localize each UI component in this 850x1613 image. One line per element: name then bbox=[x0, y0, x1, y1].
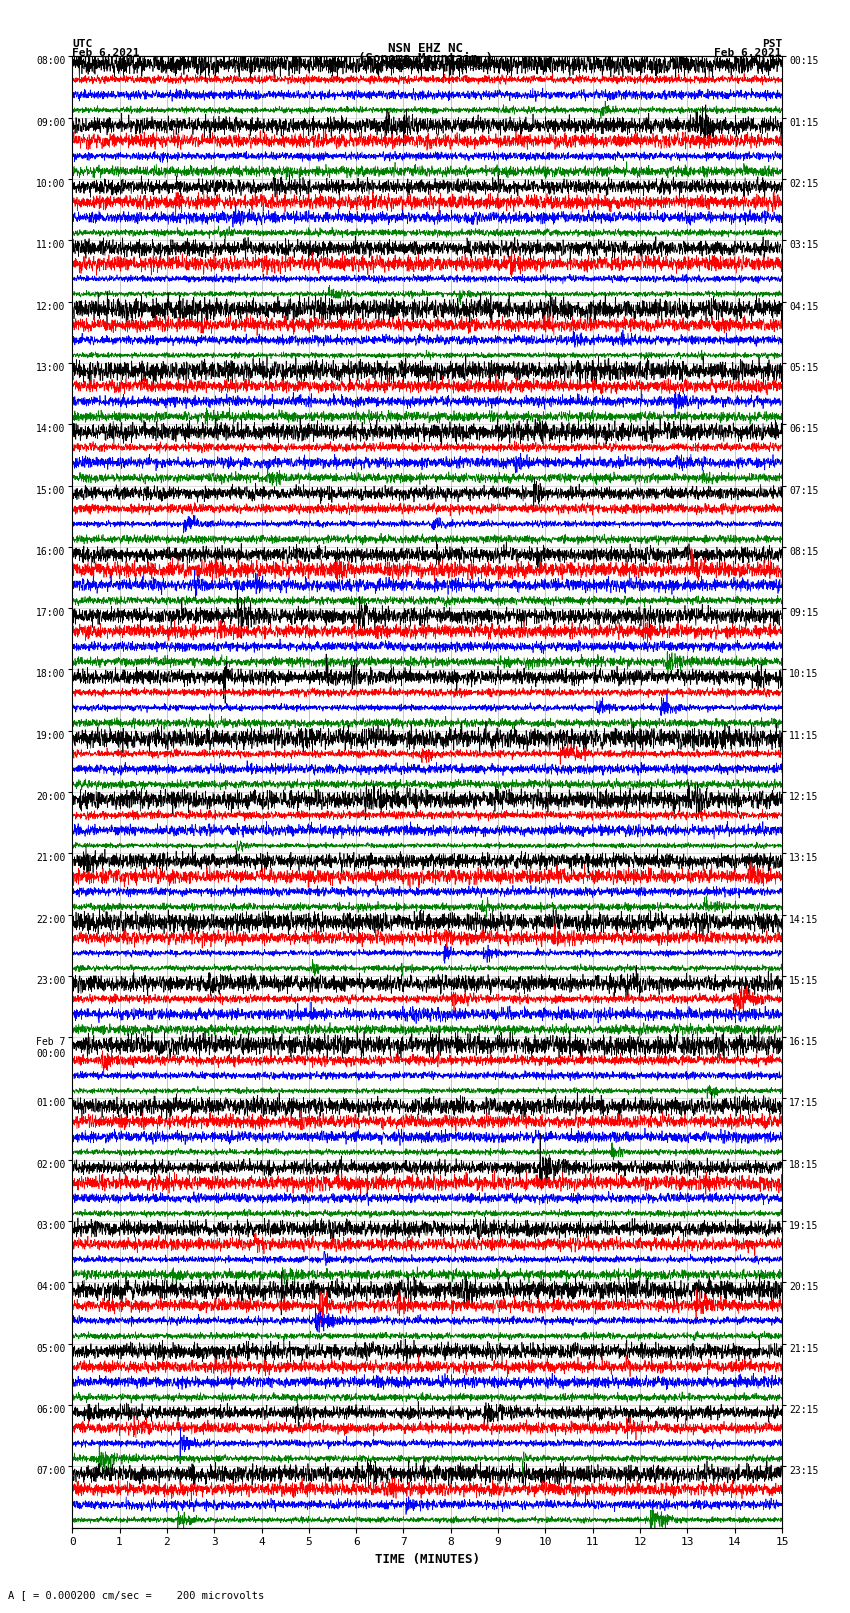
X-axis label: TIME (MINUTES): TIME (MINUTES) bbox=[375, 1553, 479, 1566]
Text: (Sonoma Mountain ): (Sonoma Mountain ) bbox=[358, 52, 492, 65]
Text: PST: PST bbox=[762, 39, 782, 48]
Text: NSN EHZ NC: NSN EHZ NC bbox=[388, 42, 462, 55]
Text: UTC: UTC bbox=[72, 39, 93, 48]
Text: A [ = 0.000200 cm/sec =    200 microvolts: A [ = 0.000200 cm/sec = 200 microvolts bbox=[8, 1590, 264, 1600]
Text: Feb 6,2021: Feb 6,2021 bbox=[715, 48, 782, 58]
Text: Feb 6,2021: Feb 6,2021 bbox=[72, 48, 139, 58]
Text: I = 0.000200 cm/sec: I = 0.000200 cm/sec bbox=[361, 61, 489, 71]
